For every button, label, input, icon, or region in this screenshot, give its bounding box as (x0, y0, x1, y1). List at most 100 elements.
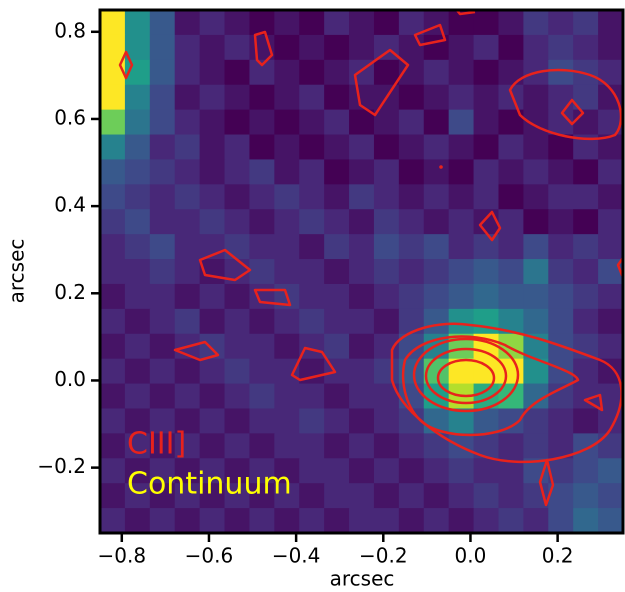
heat-cell (324, 308, 350, 335)
heat-cell (224, 34, 250, 61)
heat-cell (598, 159, 624, 185)
heat-cell (324, 134, 350, 160)
heat-cell (299, 234, 325, 260)
heat-cell (473, 84, 499, 111)
contour (424, 347, 508, 405)
heat-cell (324, 109, 350, 136)
heat-cell (324, 333, 350, 360)
x-tick-label: 0.0 (455, 544, 487, 568)
heat-cell (274, 34, 300, 61)
heat-cell (423, 458, 450, 484)
heat-cell (224, 458, 250, 484)
heat-cell (100, 483, 126, 509)
heat-cell (199, 84, 226, 111)
heat-cell (124, 209, 151, 235)
heat-cell (324, 259, 350, 285)
heatmap (100, 10, 624, 534)
heat-cell (398, 283, 425, 310)
heat-cell (398, 308, 425, 335)
heat-cell (398, 458, 425, 484)
heat-cell (548, 84, 574, 111)
heat-cell (174, 283, 201, 310)
heat-cell (498, 10, 524, 36)
heat-cell (100, 84, 126, 111)
heat-cell (199, 134, 226, 160)
heat-cell (174, 34, 201, 61)
heat-cell (224, 333, 250, 360)
heat-cell (124, 283, 151, 310)
heat-cell (473, 458, 499, 484)
heat-cell (149, 234, 176, 260)
y-tick-label: 0.8 (54, 18, 86, 42)
contour (290, 346, 337, 382)
legend-label: CIII] (127, 427, 186, 462)
heat-cell (274, 84, 300, 111)
heat-cell (523, 209, 549, 235)
heat-cell (523, 184, 549, 210)
heat-cell (498, 508, 524, 534)
heat-cell (349, 34, 375, 61)
heat-cell (199, 458, 226, 484)
heat-cell (274, 59, 300, 86)
heat-cell (448, 84, 475, 111)
heat-cell (473, 134, 499, 160)
heat-cell (373, 159, 400, 185)
heat-cell (174, 508, 201, 534)
heat-cell (100, 159, 126, 185)
y-axis-label: arcsec (5, 239, 29, 304)
heat-cell (324, 209, 350, 235)
heat-cell (373, 209, 400, 235)
heat-cell (498, 159, 524, 185)
heat-cell (373, 458, 400, 484)
heat-cell (100, 209, 126, 235)
heat-cell (249, 134, 275, 160)
contour (390, 322, 623, 464)
heat-cell (274, 159, 300, 185)
heat-cell (349, 358, 375, 385)
heat-cell (473, 508, 499, 534)
heat-cell (299, 109, 325, 136)
heat-cell (199, 408, 226, 434)
heat-cell (548, 134, 574, 160)
heat-cell (398, 508, 425, 534)
heat-cell (373, 259, 400, 285)
heat-cell (349, 408, 375, 434)
heat-cell (523, 134, 549, 160)
heat-cell (299, 408, 325, 434)
heat-cell (249, 159, 275, 185)
heat-cell (448, 483, 475, 509)
heat-cell (349, 483, 375, 509)
heat-cell (124, 109, 151, 136)
contour (583, 393, 604, 412)
heat-cell (124, 84, 151, 111)
heat-cell (548, 184, 574, 210)
heat-cell (548, 34, 574, 61)
heat-cell (249, 458, 275, 484)
contour (401, 335, 580, 437)
heat-cell (448, 109, 475, 136)
heat-cell (324, 458, 350, 484)
heat-cell (573, 34, 599, 61)
heat-cell (199, 308, 226, 335)
heat-cell (349, 383, 375, 409)
heat-cell (174, 109, 201, 136)
heat-cell (199, 508, 226, 534)
heat-cell (498, 283, 524, 310)
heat-cell (249, 84, 275, 111)
heat-cell (100, 433, 126, 459)
heat-cell (448, 34, 475, 61)
contour (436, 358, 496, 398)
heat-cell (573, 109, 599, 136)
heat-cell (423, 159, 450, 185)
heat-cell (299, 59, 325, 86)
heat-cell (573, 508, 599, 534)
heat-cell (498, 34, 524, 61)
heat-cell (573, 283, 599, 310)
heat-cell (124, 10, 151, 36)
heat-cell (299, 483, 325, 509)
heat-cell (100, 458, 126, 484)
heat-cell (274, 408, 300, 434)
heat-cell (598, 184, 624, 210)
heat-cell (373, 408, 400, 434)
